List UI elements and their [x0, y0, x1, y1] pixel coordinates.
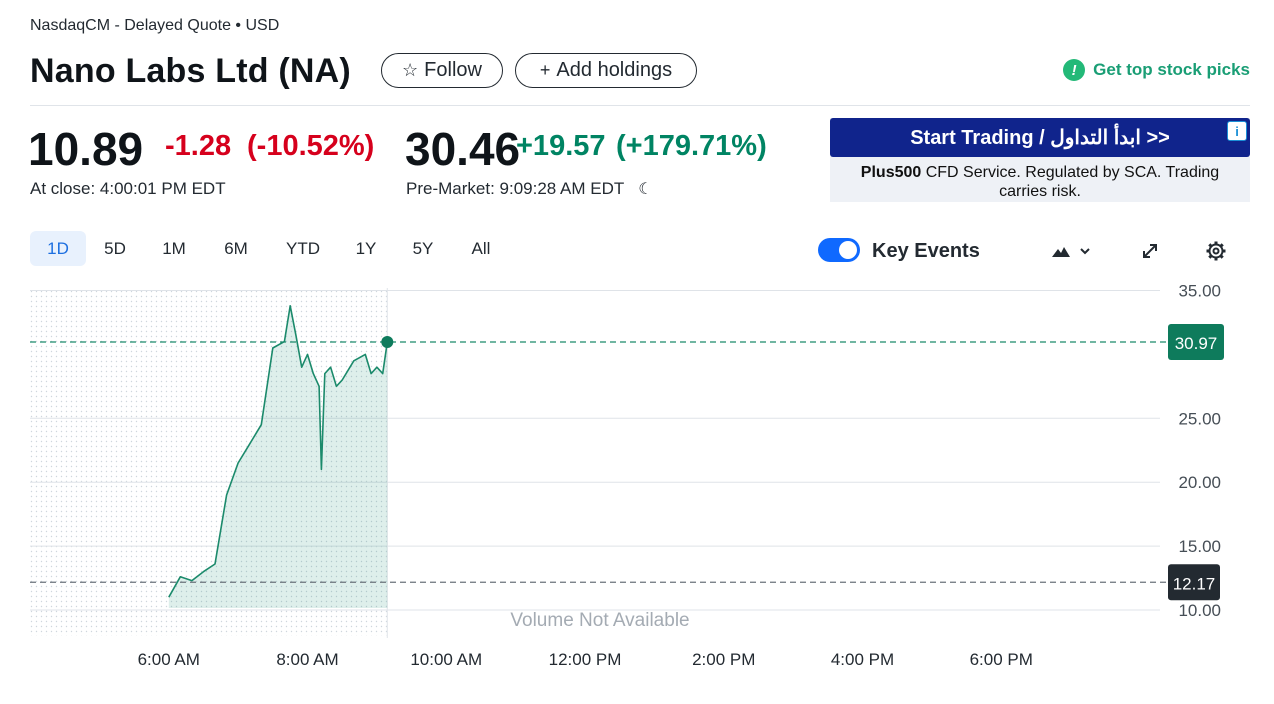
y-tick-label: 35.00 — [1178, 282, 1221, 301]
x-tick-label: 8:00 AM — [276, 650, 338, 669]
follow-button[interactable]: ☆ Follow — [381, 53, 503, 88]
chevron-down-icon — [1080, 248, 1090, 255]
star-icon: ☆ — [402, 60, 419, 80]
y-tick-label: 10.00 — [1178, 601, 1221, 620]
ad-brand: Plus500 — [860, 164, 922, 181]
exclamation-icon: ! — [1063, 59, 1086, 81]
chart-type-dropdown[interactable] — [1046, 238, 1096, 264]
last-price-dot — [381, 336, 394, 349]
previous-close-tag-label: 12.17 — [1173, 574, 1216, 593]
x-tick-label: 6:00 PM — [970, 650, 1033, 669]
range-tab-ytd[interactable]: YTD — [286, 238, 320, 258]
divider — [30, 105, 1250, 106]
y-tick-label: 15.00 — [1178, 537, 1221, 556]
premarket-price: 30.46 — [405, 123, 521, 175]
close-time-row: At close: 4:00:01 PM EDT — [30, 179, 226, 199]
key-events-toggle[interactable] — [818, 238, 860, 262]
premarket-time: Pre-Market: 9:09:28 AM EDT — [406, 179, 625, 198]
previous-close-tag — [1168, 564, 1220, 601]
volume-note: Volume Not Available — [510, 610, 689, 631]
y-tick-label: 25.00 — [1178, 409, 1221, 428]
moon-icon: ☾ — [638, 181, 653, 198]
add-holdings-button[interactable]: + Add holdings — [515, 53, 697, 88]
close-change: -1.28 — [165, 130, 232, 162]
premarket-change: +19.57 — [516, 130, 606, 162]
expand-icon — [1143, 244, 1157, 258]
ad-cta-button[interactable]: Start Trading / ابدأ التداول >> — [830, 118, 1250, 157]
page-title: Nano Labs Ltd (NA) — [30, 52, 351, 90]
price-line — [168, 305, 389, 598]
toggle-knob — [839, 241, 857, 259]
ad-description: Plus500 CFD Service. Regulated by SCA. T… — [830, 163, 1250, 201]
price-chart[interactable]: 35.00 25.00 20.00 15.00 10.00 30.97 12.17 6:00 … — [0, 270, 1274, 690]
plus-icon: + — [539, 60, 551, 80]
range-tab-1y[interactable]: 1Y — [355, 238, 377, 258]
premarket-change-percent: (+179.71%) — [616, 130, 767, 162]
current-price-tag — [1168, 324, 1224, 361]
top-stock-picks-link[interactable]: ! Get top stock picks — [1063, 59, 1250, 81]
add-holdings-label: Add holdings — [556, 59, 673, 81]
top-stock-picks-label: Get top stock picks — [1093, 60, 1250, 79]
y-tick-label: 20.00 — [1178, 473, 1221, 492]
range-tab-all[interactable]: All — [471, 238, 491, 258]
key-events-label: Key Events — [872, 240, 980, 262]
current-price-tag-label: 30.97 — [1175, 334, 1218, 353]
expand-button[interactable] — [1136, 238, 1164, 264]
x-tick-label: 10:00 AM — [410, 650, 482, 669]
range-tab-5y[interactable]: 5Y — [412, 238, 434, 258]
x-tick-label: 12:00 PM — [549, 650, 622, 669]
settings-button[interactable] — [1203, 238, 1229, 264]
range-tab-6m[interactable]: 6M — [224, 238, 248, 258]
follow-label: Follow — [424, 59, 482, 81]
ad-text: CFD Service. Regulated by SCA. Trading c… — [921, 164, 1220, 200]
x-tick-label: 6:00 AM — [138, 650, 200, 669]
close-price: 10.89 — [28, 123, 144, 175]
range-tab-1d[interactable]: 1D — [30, 231, 86, 266]
mountain-chart-icon — [1052, 247, 1090, 257]
price-area — [168, 305, 388, 608]
premarket-time-row: Pre-Market: 9:09:28 AM EDT ☾ — [406, 179, 653, 199]
range-tab-1m[interactable]: 1M — [162, 238, 186, 258]
x-tick-label: 4:00 PM — [831, 650, 894, 669]
ad-banner[interactable]: Start Trading / ابدأ التداول >> i Plus50… — [830, 118, 1250, 202]
close-time: At close: 4:00:01 PM EDT — [30, 179, 226, 198]
gear-icon — [1206, 241, 1226, 261]
exchange-label: NasdaqCM - Delayed Quote • USD — [30, 17, 280, 34]
x-tick-label: 2:00 PM — [692, 650, 755, 669]
close-change-percent: (-10.52%) — [247, 130, 375, 162]
range-tab-5d[interactable]: 5D — [104, 238, 126, 258]
session-background — [30, 288, 388, 636]
info-icon[interactable]: i — [1227, 121, 1247, 141]
